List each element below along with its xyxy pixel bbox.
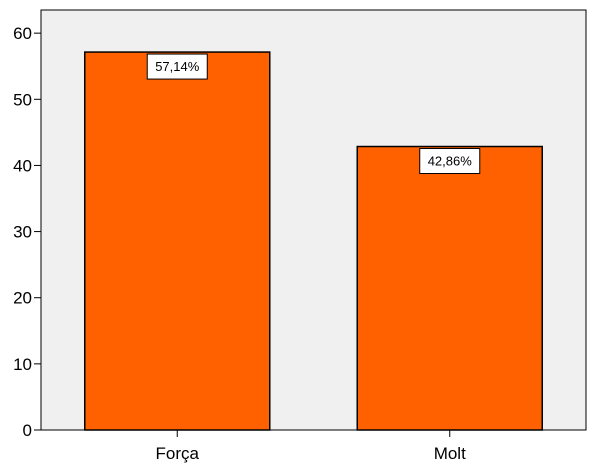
y-tick-label: 0: [23, 421, 32, 440]
y-tick-label: 40: [13, 156, 32, 175]
x-axis: Força Molt: [156, 430, 466, 463]
x-tick-label: Molt: [434, 444, 466, 463]
y-tick-label: 10: [13, 355, 32, 374]
data-label: 57,14%: [155, 59, 200, 74]
y-tick-label: 20: [13, 289, 32, 308]
x-tick-label: Força: [156, 444, 200, 463]
bar-molt: [356, 145, 543, 431]
y-tick-label: 60: [13, 24, 32, 43]
data-label: 42,86%: [428, 154, 473, 169]
data-label-box: [146, 53, 208, 80]
y-tick-label: 30: [13, 223, 32, 242]
data-label-box: [419, 148, 481, 175]
bars: 57,14% 42,86%: [84, 51, 543, 431]
bar-forca: [84, 51, 271, 431]
y-tick-label: 50: [13, 90, 32, 109]
y-axis: 0 10 20 30 40 50 60: [13, 24, 41, 440]
